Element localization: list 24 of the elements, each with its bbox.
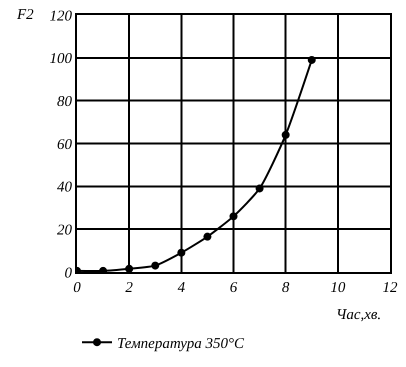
point: [308, 56, 316, 64]
x-tick-label: 8: [282, 280, 290, 296]
point: [125, 264, 134, 272]
y-tick-label: 60: [57, 136, 72, 153]
x-tick-label: 6: [230, 280, 238, 296]
point: [151, 262, 160, 270]
y-tick-label: 100: [50, 51, 72, 68]
x-tick-label: 12: [382, 280, 398, 296]
y-tick-label: 40: [57, 180, 72, 196]
point: [282, 130, 290, 139]
y-tick-label: 120: [50, 8, 72, 24]
y-tick-label: 0: [64, 265, 72, 282]
point: [203, 232, 212, 241]
point: [256, 184, 264, 192]
y-tick-label: 80: [57, 94, 72, 110]
point: [230, 212, 238, 220]
point: [177, 248, 186, 257]
x-tick-label: 2: [125, 280, 134, 296]
legend-label: Температура 350°C: [117, 336, 245, 352]
y-tick-label: 20: [57, 222, 72, 238]
x-tick-label: 10: [330, 280, 346, 296]
y-axis-title: F2: [16, 7, 34, 23]
x-tick-label: 4: [178, 280, 186, 296]
x-axis-title: Час,хв.: [336, 307, 382, 323]
